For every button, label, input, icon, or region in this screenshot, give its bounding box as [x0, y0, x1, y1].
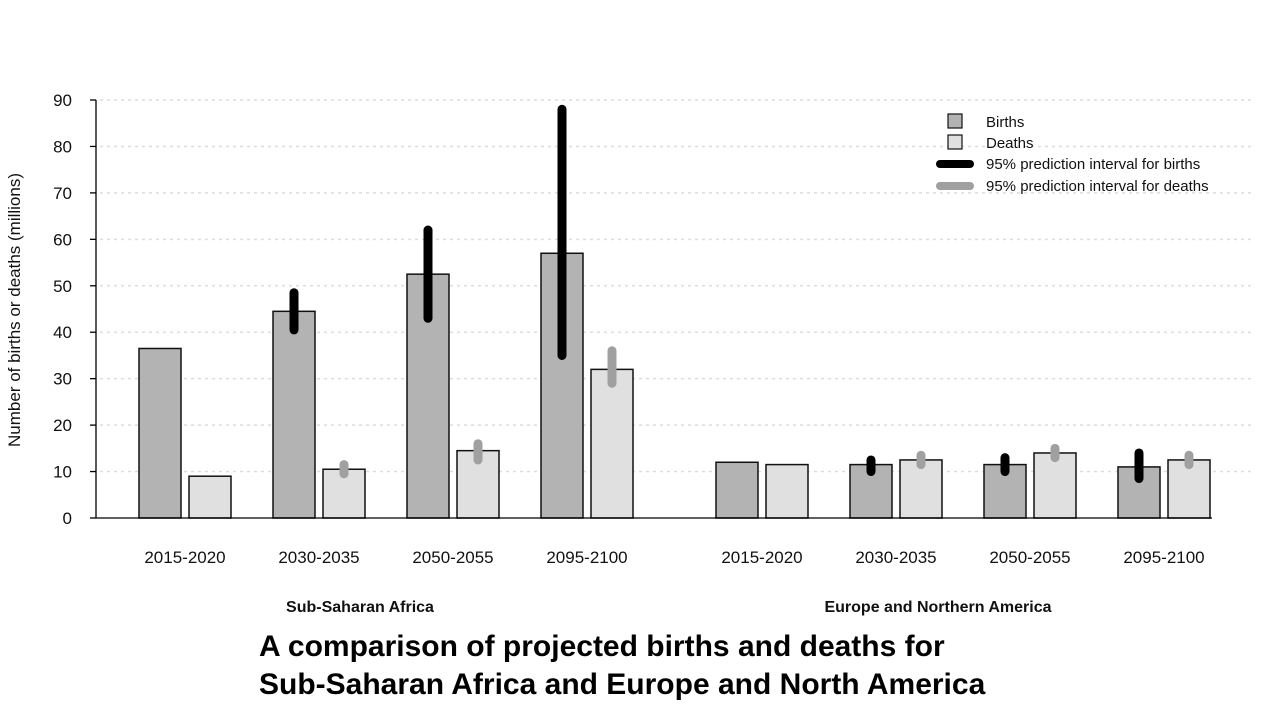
y-tick-label: 90	[53, 91, 72, 110]
axis-labels: 0 10 20 30 40 50 60 70 80 90 Number of births or d…	[5, 91, 1205, 616]
legend-deaths-swatch	[947, 134, 963, 150]
x-category-label: 2015-2020	[144, 548, 225, 567]
y-tick-label: 0	[63, 509, 72, 528]
legend: Births Deaths 95% prediction interval for …	[936, 113, 1209, 195]
births-bar	[715, 461, 759, 519]
x-category-label: 2050-2055	[989, 548, 1070, 567]
deaths-bar	[188, 475, 232, 519]
x-category-label: 2030-2035	[855, 548, 936, 567]
deaths-bar	[590, 368, 634, 519]
caption-line-1: A comparison of projected births and dea…	[259, 630, 945, 663]
region-label: Sub-Saharan Africa	[286, 599, 434, 616]
legend-deaths-label: Deaths	[986, 135, 1034, 152]
y-tick-label: 30	[53, 370, 72, 389]
y-tick-label: 60	[53, 230, 72, 249]
deaths-bar	[1033, 452, 1077, 519]
deaths-bar	[1167, 459, 1211, 519]
y-tick-label: 40	[53, 323, 72, 342]
y-tick-label: 10	[53, 463, 72, 482]
deaths-bar	[765, 463, 809, 519]
chart-caption: A comparison of projected births and dea…	[259, 628, 1259, 704]
births-deaths-chart: 0 10 20 30 40 50 60 70 80 90 Number of births or d…	[5, 91, 1252, 616]
x-category-label: 2050-2055	[412, 548, 493, 567]
bars	[138, 252, 1211, 519]
y-axis-label: Number of births or deaths (millions)	[5, 173, 24, 447]
region-label: Europe and Northern America	[824, 599, 1051, 616]
x-category-label: 2095-2100	[546, 548, 627, 567]
legend-births-swatch	[947, 113, 963, 129]
x-category-label: 2015-2020	[721, 548, 802, 567]
legend-births-label: Births	[986, 114, 1024, 131]
y-tick-label: 80	[53, 137, 72, 156]
x-category-label: 2095-2100	[1123, 548, 1204, 567]
legend-births-interval-label: 95% prediction interval for births	[986, 156, 1200, 173]
y-tick-label: 50	[53, 277, 72, 296]
prediction-intervals	[289, 104, 1194, 484]
y-tick-label: 70	[53, 184, 72, 203]
axes	[90, 99, 1212, 519]
x-category-label: 2030-2035	[278, 548, 359, 567]
births-bar	[138, 347, 182, 519]
y-tick-label: 20	[53, 416, 72, 435]
caption-line-2: Sub-Saharan Africa and Europe and North …	[259, 668, 986, 701]
births-bar	[272, 310, 316, 519]
legend-deaths-interval-label: 95% prediction interval for deaths	[986, 178, 1209, 195]
